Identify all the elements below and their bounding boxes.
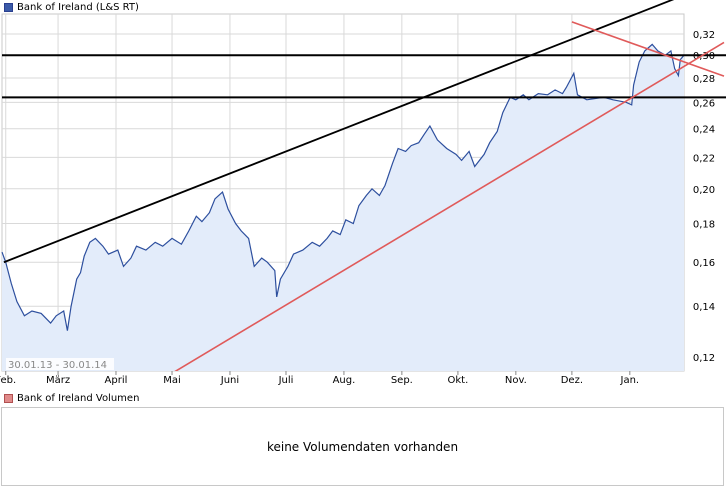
x-tick-label: Mai (163, 375, 181, 386)
y-tick-label: 0,30 (693, 51, 715, 62)
price-legend-label: Bank of Ireland (L&S RT) (17, 2, 139, 13)
volume-panel: keine Volumendaten vorhanden (1, 407, 724, 486)
period-label: 30.01.13 - 30.01.14 (8, 360, 107, 371)
x-tick-label: Juni (220, 375, 239, 386)
lower-trend-line (174, 41, 725, 371)
volume-legend-swatch (4, 394, 13, 403)
x-tick-label: Nov. (505, 375, 527, 386)
y-tick-label: 0,22 (693, 153, 715, 164)
y-tick-label: 0,26 (693, 98, 715, 109)
price-legend: Bank of Ireland (L&S RT) (4, 1, 139, 14)
upper-trend-line (3, 0, 675, 264)
volume-empty-message: keine Volumendaten vorhanden (266, 440, 459, 454)
x-tick-label: Okt. (448, 375, 469, 386)
x-tick-label: Juli (278, 375, 294, 386)
price-area (2, 44, 684, 372)
y-tick-label: 0,16 (693, 258, 715, 269)
x-tick-label: Sep. (391, 375, 413, 386)
y-tick-label: 0,12 (693, 353, 715, 364)
resistance-trend-line (571, 21, 725, 77)
x-tick-label: Jan. (620, 375, 640, 386)
y-tick-label: 0,28 (693, 74, 715, 85)
y-tick-label: 0,18 (693, 219, 715, 230)
price-chart: 0,12 0,14 0,16 0,18 0,20 0,22 0,24 0,26 0,28 0,30… (0, 0, 726, 386)
x-tick-label: Dez. (561, 375, 583, 386)
y-tick-label: 0,20 (693, 185, 715, 196)
y-tick-label: 0,32 (693, 30, 715, 41)
x-tick-label: Aug. (333, 375, 356, 386)
volume-legend-label: Bank of Ireland Volumen (17, 393, 140, 404)
x-tick-label: April (105, 375, 128, 386)
y-tick-label: 0,24 (693, 125, 715, 136)
y-tick-label: 0,14 (693, 302, 715, 313)
price-legend-swatch (4, 3, 13, 12)
period-label-bg (6, 358, 114, 370)
price-line (1, 43, 685, 331)
x-tick-label: März (46, 375, 70, 386)
x-tick-label: Feb. (0, 375, 16, 386)
volume-legend: Bank of Ireland Volumen (4, 392, 139, 405)
